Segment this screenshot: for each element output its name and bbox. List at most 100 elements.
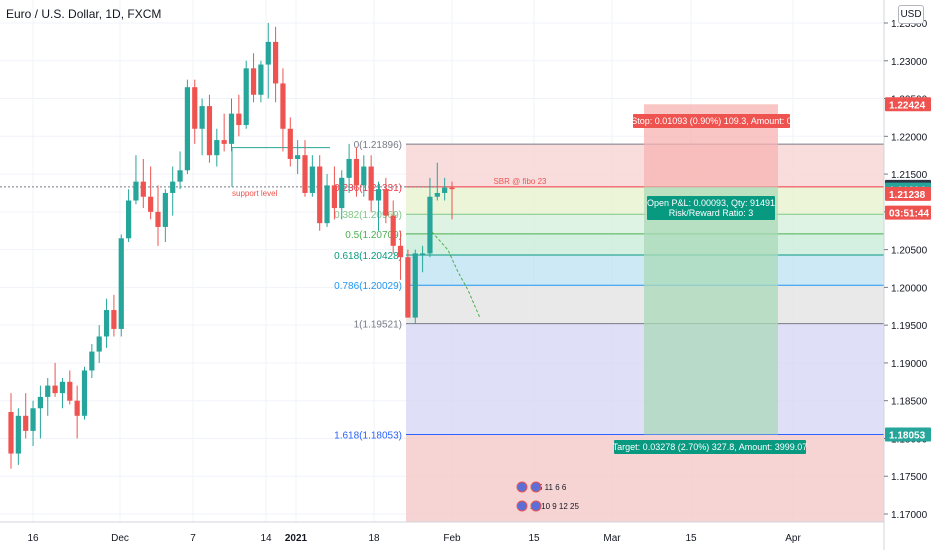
stop-label-bg bbox=[633, 114, 790, 128]
candle-body bbox=[96, 336, 102, 352]
candle-body bbox=[449, 187, 455, 190]
y-tick-label: 1.19000 bbox=[891, 359, 928, 370]
candle-body bbox=[368, 166, 374, 201]
candle-body bbox=[442, 187, 448, 193]
fib-level-label: 0.5(1.20709) bbox=[345, 230, 402, 241]
x-tick-label: Mar bbox=[603, 533, 621, 544]
event-flag-icon bbox=[516, 500, 528, 512]
candle-body bbox=[383, 189, 389, 216]
price-tag-bg bbox=[885, 186, 931, 201]
candle-body bbox=[59, 381, 66, 394]
candle-body bbox=[133, 181, 139, 201]
candle-body bbox=[412, 253, 418, 318]
candle-body bbox=[258, 64, 264, 95]
pnl-label: Open P&L: 0.00093, Qty: 91491Risk/Reward… bbox=[647, 196, 775, 220]
candle-body bbox=[52, 385, 58, 394]
candle-body bbox=[221, 140, 227, 144]
candle-body bbox=[81, 370, 88, 416]
candle-body bbox=[375, 189, 382, 201]
price-tag-text: 1.18053 bbox=[889, 430, 926, 441]
candle-body bbox=[89, 351, 95, 371]
y-tick-label: 1.17500 bbox=[891, 472, 928, 483]
price-tag-text: 1.21238 bbox=[889, 190, 926, 201]
candle-body bbox=[126, 200, 132, 239]
candle-body bbox=[280, 83, 286, 129]
x-tick-label: 15 bbox=[528, 533, 540, 544]
x-tick-label: 16 bbox=[27, 533, 39, 544]
candle-body bbox=[162, 192, 168, 227]
candle-body bbox=[214, 140, 220, 156]
candle-body bbox=[346, 158, 352, 178]
price-tag: 03:51:44 bbox=[885, 205, 931, 220]
price-tag: 1.18053 bbox=[885, 427, 931, 442]
candle-body bbox=[111, 310, 117, 329]
candle-body bbox=[427, 196, 433, 254]
price-tag: 1.22424 bbox=[885, 97, 931, 112]
price-tag-bg bbox=[885, 427, 931, 442]
y-tick-label: 1.19500 bbox=[891, 321, 928, 332]
candle-body bbox=[273, 41, 279, 84]
event-flag-icon bbox=[530, 500, 542, 512]
x-tick-label: 18 bbox=[368, 533, 380, 544]
candle-body bbox=[339, 177, 345, 209]
fib-level-label: 1.618(1.18053) bbox=[334, 430, 402, 441]
candle-body bbox=[420, 253, 426, 255]
y-tick-label: 1.17000 bbox=[891, 510, 928, 521]
candle-body bbox=[103, 310, 110, 337]
y-tick-label: 1.23000 bbox=[891, 57, 928, 68]
projection-path bbox=[431, 231, 481, 319]
candle-body bbox=[361, 166, 367, 186]
candle-body bbox=[331, 185, 337, 209]
candle-body bbox=[309, 166, 315, 193]
y-tick-label: 1.20000 bbox=[891, 283, 928, 294]
price-tag-text: 03:51:44 bbox=[889, 209, 929, 220]
candle-body bbox=[23, 415, 29, 431]
candle-body bbox=[250, 68, 257, 95]
support-level-label: support level bbox=[232, 189, 278, 198]
candle-body bbox=[228, 113, 235, 144]
fib-level-label: 0.236(1.21331) bbox=[334, 183, 402, 194]
candle-body bbox=[236, 113, 242, 125]
candle-body bbox=[155, 211, 161, 227]
y-tick-label: 1.23500 bbox=[891, 19, 928, 30]
event-markers-row: 15 10 9 12 25 bbox=[530, 502, 579, 511]
pnl-label-text: Open P&L: 0.00093, Qty: 91491 bbox=[647, 198, 775, 208]
candle-body bbox=[324, 185, 330, 224]
x-tick-label: 14 bbox=[260, 533, 272, 544]
candle-body bbox=[353, 158, 360, 186]
candle-body bbox=[148, 196, 154, 212]
candle-body bbox=[317, 166, 323, 224]
candle-body bbox=[199, 106, 205, 129]
y-tick-label: 1.21500 bbox=[891, 170, 928, 181]
price-tag-text: 1.22424 bbox=[889, 100, 926, 111]
x-tick-label: 15 bbox=[685, 533, 697, 544]
candle-body bbox=[118, 238, 124, 329]
price-tag-bg bbox=[885, 97, 931, 112]
candle-body bbox=[184, 87, 190, 171]
pnl-label-text: Risk/Reward Ratio: 3 bbox=[669, 208, 754, 218]
x-tick-label: Dec bbox=[111, 533, 129, 544]
price-tag: 1.21238 bbox=[885, 186, 931, 201]
target-label: Target: 0.03278 (2.70%) 327.8, Amount: 3… bbox=[613, 440, 808, 454]
candle-body bbox=[8, 412, 14, 454]
candle-body bbox=[140, 181, 146, 197]
y-tick-label: 1.18500 bbox=[891, 397, 928, 408]
event-flag-icon bbox=[516, 481, 528, 493]
candle-body bbox=[295, 155, 301, 159]
x-tick-label: Apr bbox=[785, 533, 801, 544]
target-label-text: Target: 0.03278 (2.70%) 327.8, Amount: 3… bbox=[613, 442, 808, 452]
currency-button[interactable]: USD bbox=[898, 5, 924, 24]
candle-body bbox=[15, 415, 21, 454]
event-markers-row: 5 11 6 6 bbox=[538, 483, 567, 492]
stop-label: Stop: 0.01093 (0.90%) 109.3, Amount: 0 bbox=[631, 114, 792, 128]
x-tick-label: Feb bbox=[443, 533, 461, 544]
candle-body bbox=[67, 381, 73, 401]
candle-body bbox=[390, 215, 396, 246]
y-tick-label: 1.22000 bbox=[891, 132, 928, 143]
target-zone bbox=[644, 186, 778, 435]
candle-body bbox=[192, 87, 198, 129]
candle-body bbox=[434, 192, 440, 197]
candle-body bbox=[37, 396, 43, 409]
